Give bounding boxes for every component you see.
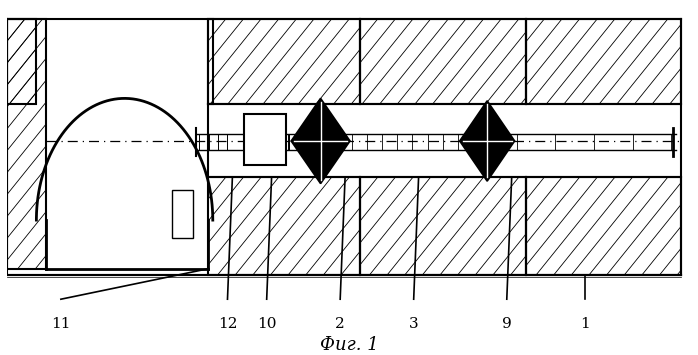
Text: 11: 11: [51, 317, 70, 332]
Bar: [7, 19, 46, 269]
Bar: [244, 114, 286, 165]
Bar: [359, 19, 526, 104]
Text: 1: 1: [580, 317, 590, 332]
Bar: [172, 190, 193, 238]
Bar: [208, 19, 359, 104]
Text: 9: 9: [502, 317, 512, 332]
Polygon shape: [460, 101, 514, 181]
Bar: [208, 19, 213, 104]
Text: Фиг. 1: Фиг. 1: [320, 336, 378, 354]
Bar: [359, 178, 526, 275]
Text: 12: 12: [218, 317, 237, 332]
Bar: [526, 19, 681, 104]
Bar: [526, 178, 681, 275]
Text: 10: 10: [257, 317, 276, 332]
Bar: [208, 178, 359, 275]
Polygon shape: [291, 98, 350, 184]
Text: 2: 2: [335, 317, 345, 332]
Bar: [7, 19, 36, 104]
Text: 3: 3: [409, 317, 419, 332]
